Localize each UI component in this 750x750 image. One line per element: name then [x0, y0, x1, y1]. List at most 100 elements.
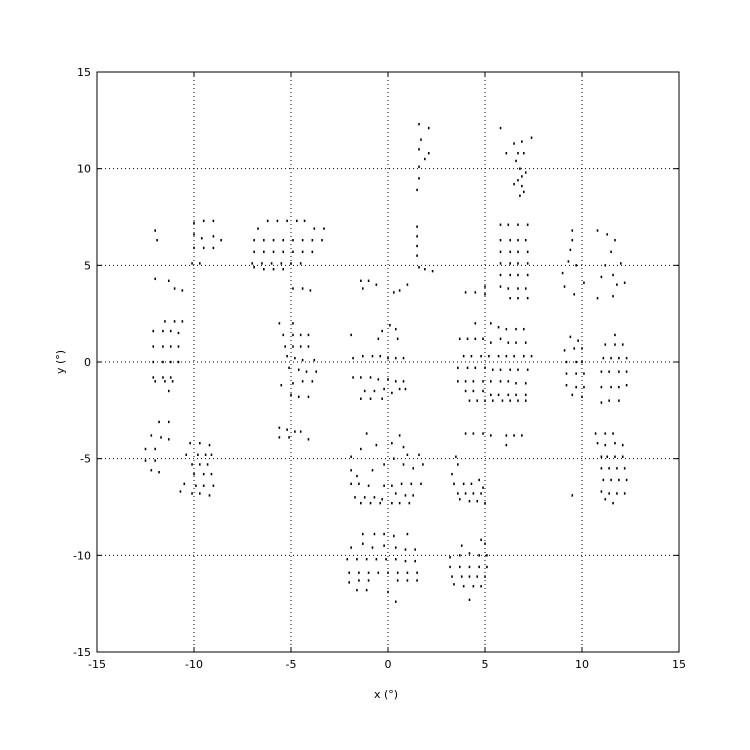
- data-point: [464, 380, 467, 383]
- data-point: [491, 368, 494, 371]
- data-point: [524, 171, 527, 174]
- data-point: [177, 360, 180, 364]
- data-point: [602, 356, 605, 360]
- data-point: [462, 585, 465, 588]
- data-point: [292, 345, 294, 348]
- data-point: [270, 262, 273, 265]
- data-point: [577, 339, 579, 342]
- data-point: [282, 268, 285, 271]
- data-point: [381, 397, 383, 400]
- data-point: [505, 443, 508, 447]
- data-point: [179, 490, 182, 493]
- data-point: [311, 239, 314, 242]
- data-point: [296, 219, 298, 223]
- data-point: [394, 380, 397, 383]
- data-point: [515, 341, 517, 344]
- data-point: [393, 457, 395, 460]
- data-point: [394, 356, 397, 360]
- data-point: [181, 289, 184, 292]
- data-point: [416, 254, 418, 257]
- data-point: [575, 264, 577, 267]
- data-points: [144, 123, 628, 603]
- data-point: [164, 380, 166, 383]
- data-point: [604, 443, 607, 447]
- data-point: [567, 260, 570, 263]
- data-point: [517, 297, 519, 300]
- data-point: [367, 571, 370, 574]
- data-point: [499, 273, 502, 277]
- data-point: [282, 239, 285, 242]
- data-point: [497, 393, 500, 397]
- data-point: [583, 385, 585, 389]
- data-point: [391, 391, 393, 395]
- data-point: [402, 380, 405, 383]
- data-point: [360, 376, 362, 379]
- data-point: [152, 376, 155, 379]
- data-point: [482, 432, 484, 435]
- data-point: [604, 264, 607, 267]
- data-point: [526, 273, 529, 277]
- data-point: [616, 467, 618, 470]
- data-point: [449, 556, 451, 559]
- data-point: [427, 126, 430, 130]
- data-point: [373, 496, 376, 499]
- data-point: [406, 283, 409, 286]
- data-point: [177, 345, 180, 348]
- data-point: [348, 571, 350, 574]
- data-point: [195, 484, 197, 487]
- data-point: [398, 501, 401, 505]
- data-point: [383, 463, 385, 466]
- data-point: [414, 559, 416, 563]
- data-point: [490, 393, 492, 397]
- data-point: [361, 542, 364, 545]
- data-point: [466, 337, 469, 340]
- data-point: [497, 355, 500, 358]
- data-point: [389, 324, 391, 327]
- data-point: [480, 492, 482, 495]
- data-point: [515, 393, 517, 397]
- data-point: [363, 496, 366, 499]
- data-point: [474, 322, 477, 325]
- data-point: [379, 501, 382, 505]
- data-point: [526, 262, 529, 265]
- data-point: [292, 382, 294, 385]
- data-point: [383, 532, 385, 536]
- data-point: [470, 482, 473, 485]
- data-point: [162, 376, 164, 379]
- data-point: [154, 459, 156, 462]
- data-point: [373, 389, 376, 393]
- data-point: [311, 250, 314, 253]
- data-point: [365, 432, 368, 435]
- data-point: [614, 333, 616, 337]
- data-point: [197, 453, 199, 456]
- data-point: [202, 472, 205, 476]
- data-point: [482, 337, 484, 340]
- data-point: [299, 430, 302, 433]
- data-point: [394, 546, 397, 549]
- data-point: [596, 442, 599, 445]
- data-point: [600, 467, 603, 470]
- data-point: [464, 492, 467, 495]
- data-point: [507, 380, 510, 383]
- data-point: [462, 355, 465, 358]
- data-point: [177, 331, 180, 335]
- data-point: [488, 355, 490, 358]
- data-point: [573, 347, 576, 350]
- data-point: [581, 360, 583, 364]
- data-point: [499, 337, 502, 340]
- data-point: [521, 184, 523, 188]
- data-point: [202, 484, 205, 487]
- data-point: [523, 152, 525, 155]
- data-point: [400, 482, 403, 485]
- data-point: [212, 484, 215, 487]
- data-point: [358, 571, 360, 574]
- data-point: [212, 246, 215, 250]
- data-point: [501, 399, 504, 402]
- data-point: [208, 494, 211, 497]
- data-point: [523, 355, 525, 358]
- data-point: [158, 420, 160, 424]
- data-point: [464, 389, 467, 393]
- data-point: [367, 484, 370, 487]
- data-point: [202, 219, 205, 223]
- data-point: [416, 244, 418, 248]
